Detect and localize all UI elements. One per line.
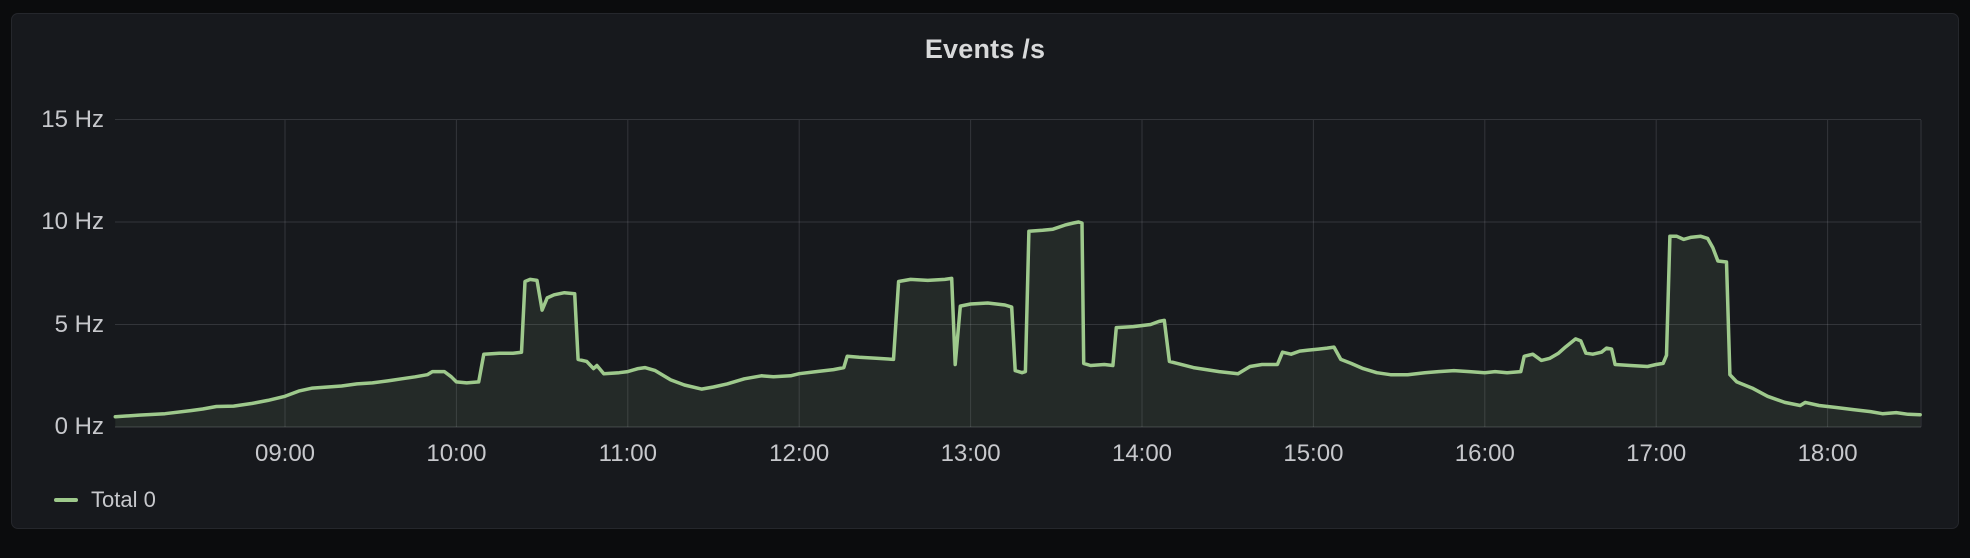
- y-tick-label: 10 Hz: [41, 208, 104, 235]
- x-tick-label: 10:00: [426, 440, 487, 467]
- plot-area[interactable]: [115, 99, 1921, 427]
- series-line: [113, 220, 1922, 419]
- y-tick-label: 15 Hz: [41, 105, 104, 133]
- x-tick-label: 17:00: [1626, 440, 1687, 467]
- legend-item-total[interactable]: Total 0: [54, 488, 156, 512]
- events-panel: Events /s 0 Hz 5 Hz 10 Hz 15 Hz 09:00 10:00 1…: [11, 13, 1959, 529]
- x-tick-label: 12:00: [769, 440, 830, 467]
- y-tick-label: 5 Hz: [54, 310, 104, 338]
- y-tick-label: 0 Hz: [54, 413, 104, 440]
- legend-series-label: Total 0: [91, 487, 156, 512]
- x-tick-label: 13:00: [940, 440, 1001, 467]
- time-series-chart: [113, 99, 1922, 428]
- x-tick-label: 18:00: [1797, 440, 1858, 467]
- x-tick-label: 16:00: [1454, 440, 1515, 467]
- x-tick-label: 11:00: [598, 440, 657, 467]
- x-tick-label: 14:00: [1111, 440, 1173, 467]
- series-color-dash: [54, 498, 78, 502]
- gridlines: [115, 119, 1922, 428]
- legend: Total 0: [54, 480, 156, 520]
- x-tick-label: 09:00: [254, 440, 316, 467]
- x-tick-label: 15:00: [1283, 440, 1344, 467]
- series-area-fill: [115, 222, 1921, 427]
- dashboard-background: Events /s 0 Hz 5 Hz 10 Hz 15 Hz 09:00 10:00 1…: [11, 13, 1959, 529]
- panel-title[interactable]: Events /s: [924, 34, 1046, 64]
